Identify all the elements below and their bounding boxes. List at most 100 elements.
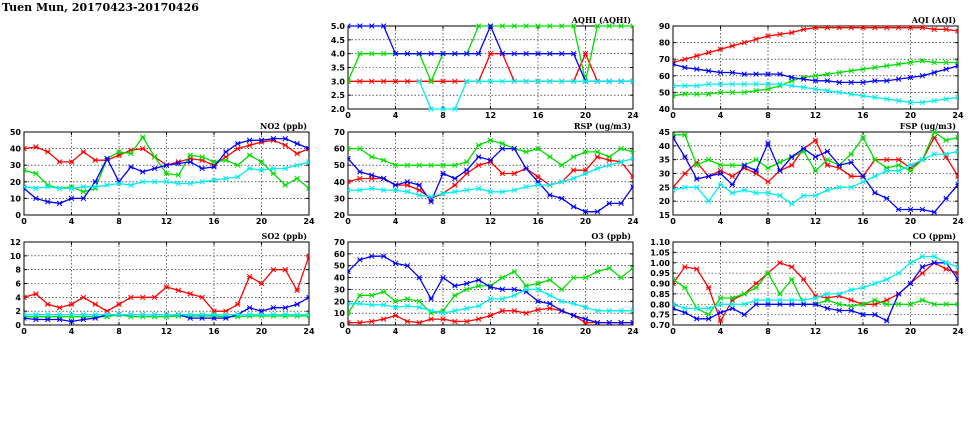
data-point bbox=[741, 162, 748, 168]
data-point bbox=[955, 181, 958, 188]
data-point bbox=[92, 301, 99, 308]
data-point bbox=[765, 81, 771, 87]
data-point bbox=[618, 159, 624, 165]
data-point bbox=[594, 308, 601, 314]
data-point bbox=[139, 169, 146, 175]
y-tick-label: 70 bbox=[659, 55, 671, 64]
data-point bbox=[92, 179, 99, 185]
data-point bbox=[487, 312, 494, 319]
data-point bbox=[270, 170, 277, 177]
data-point bbox=[860, 66, 866, 72]
data-point bbox=[872, 78, 878, 84]
data-point bbox=[68, 318, 75, 325]
data-point bbox=[535, 306, 541, 313]
data-point bbox=[836, 162, 843, 168]
data-point bbox=[499, 140, 506, 147]
data-point bbox=[693, 266, 700, 272]
data-point bbox=[931, 129, 938, 135]
data-point bbox=[558, 179, 565, 185]
data-point bbox=[594, 149, 601, 155]
data-point bbox=[753, 167, 759, 174]
data-point bbox=[765, 33, 771, 39]
data-point bbox=[848, 297, 854, 303]
data-point bbox=[741, 71, 748, 77]
data-point bbox=[630, 155, 633, 162]
x-tick-label: 8 bbox=[765, 111, 771, 120]
x-tick-label: 4 bbox=[393, 111, 399, 120]
panel-fsp: 0 4 8 12 16 20 24 15 20 25 30 35 40 45 FSP (ug/m3) bbox=[659, 121, 964, 226]
data-point bbox=[919, 73, 926, 79]
data-point bbox=[128, 164, 134, 170]
x-tick-label: 12 bbox=[161, 217, 172, 226]
data-point bbox=[943, 259, 949, 266]
data-point bbox=[92, 157, 99, 163]
data-point bbox=[943, 137, 949, 144]
data-point bbox=[788, 83, 795, 89]
data-point bbox=[380, 289, 387, 295]
y-tick-label: 1.05 bbox=[650, 248, 670, 257]
data-point bbox=[234, 140, 241, 147]
panel-title: RSP (ug/m3) bbox=[574, 121, 631, 131]
data-point bbox=[535, 50, 541, 57]
data-point bbox=[673, 134, 676, 141]
data-point bbox=[368, 318, 375, 325]
data-point bbox=[582, 170, 589, 177]
data-point bbox=[907, 99, 914, 106]
data-point bbox=[392, 187, 399, 193]
data-point bbox=[955, 134, 958, 141]
data-point bbox=[919, 297, 926, 303]
data-point bbox=[139, 134, 146, 140]
data-point bbox=[357, 50, 363, 57]
data-point bbox=[836, 291, 843, 297]
data-point bbox=[392, 312, 399, 319]
data-point bbox=[175, 311, 182, 318]
data-point bbox=[606, 200, 613, 207]
data-point bbox=[705, 91, 712, 97]
data-point bbox=[428, 162, 434, 168]
x-tick-label: 4 bbox=[393, 327, 399, 336]
data-point bbox=[582, 50, 589, 57]
data-point bbox=[404, 296, 411, 302]
data-point bbox=[753, 301, 759, 308]
series-blue bbox=[348, 253, 633, 326]
panel-aqi: 0 4 8 12 16 20 24 40 50 60 70 80 90 AQI (AQI) bbox=[659, 15, 964, 120]
data-point bbox=[907, 167, 914, 174]
x-tick-label: 24 bbox=[627, 217, 639, 226]
data-point bbox=[33, 195, 39, 202]
data-point bbox=[357, 175, 363, 182]
data-point bbox=[416, 304, 423, 310]
data-point bbox=[306, 311, 309, 318]
data-point bbox=[380, 316, 387, 322]
data-point bbox=[883, 156, 890, 163]
x-tick-label: 12 bbox=[485, 111, 496, 120]
x-tick-label: 4 bbox=[393, 217, 399, 226]
data-point bbox=[955, 270, 958, 276]
data-point bbox=[765, 190, 771, 196]
data-point bbox=[812, 192, 819, 199]
data-point bbox=[487, 23, 494, 29]
data-point bbox=[717, 81, 724, 87]
data-point bbox=[80, 149, 87, 155]
data-point bbox=[282, 135, 289, 142]
data-point bbox=[872, 280, 878, 287]
series-red bbox=[673, 24, 958, 66]
y-tick-label: 60 bbox=[334, 250, 346, 259]
data-point bbox=[68, 195, 75, 202]
data-point bbox=[594, 154, 601, 160]
data-point bbox=[717, 69, 724, 76]
series-green bbox=[673, 58, 958, 99]
data-point bbox=[693, 162, 700, 168]
data-point bbox=[511, 308, 518, 314]
y-tick-label: 35 bbox=[659, 156, 671, 165]
y-tick-label: 40 bbox=[659, 142, 671, 151]
data-point bbox=[618, 78, 624, 85]
data-point bbox=[392, 50, 399, 57]
data-point bbox=[931, 69, 938, 76]
x-tick-label: 0 bbox=[670, 111, 676, 120]
data-point bbox=[44, 311, 51, 318]
data-point bbox=[883, 167, 890, 174]
x-tick-label: 24 bbox=[952, 327, 964, 336]
data-point bbox=[848, 91, 854, 97]
data-point bbox=[452, 318, 458, 325]
data-point bbox=[630, 174, 633, 180]
